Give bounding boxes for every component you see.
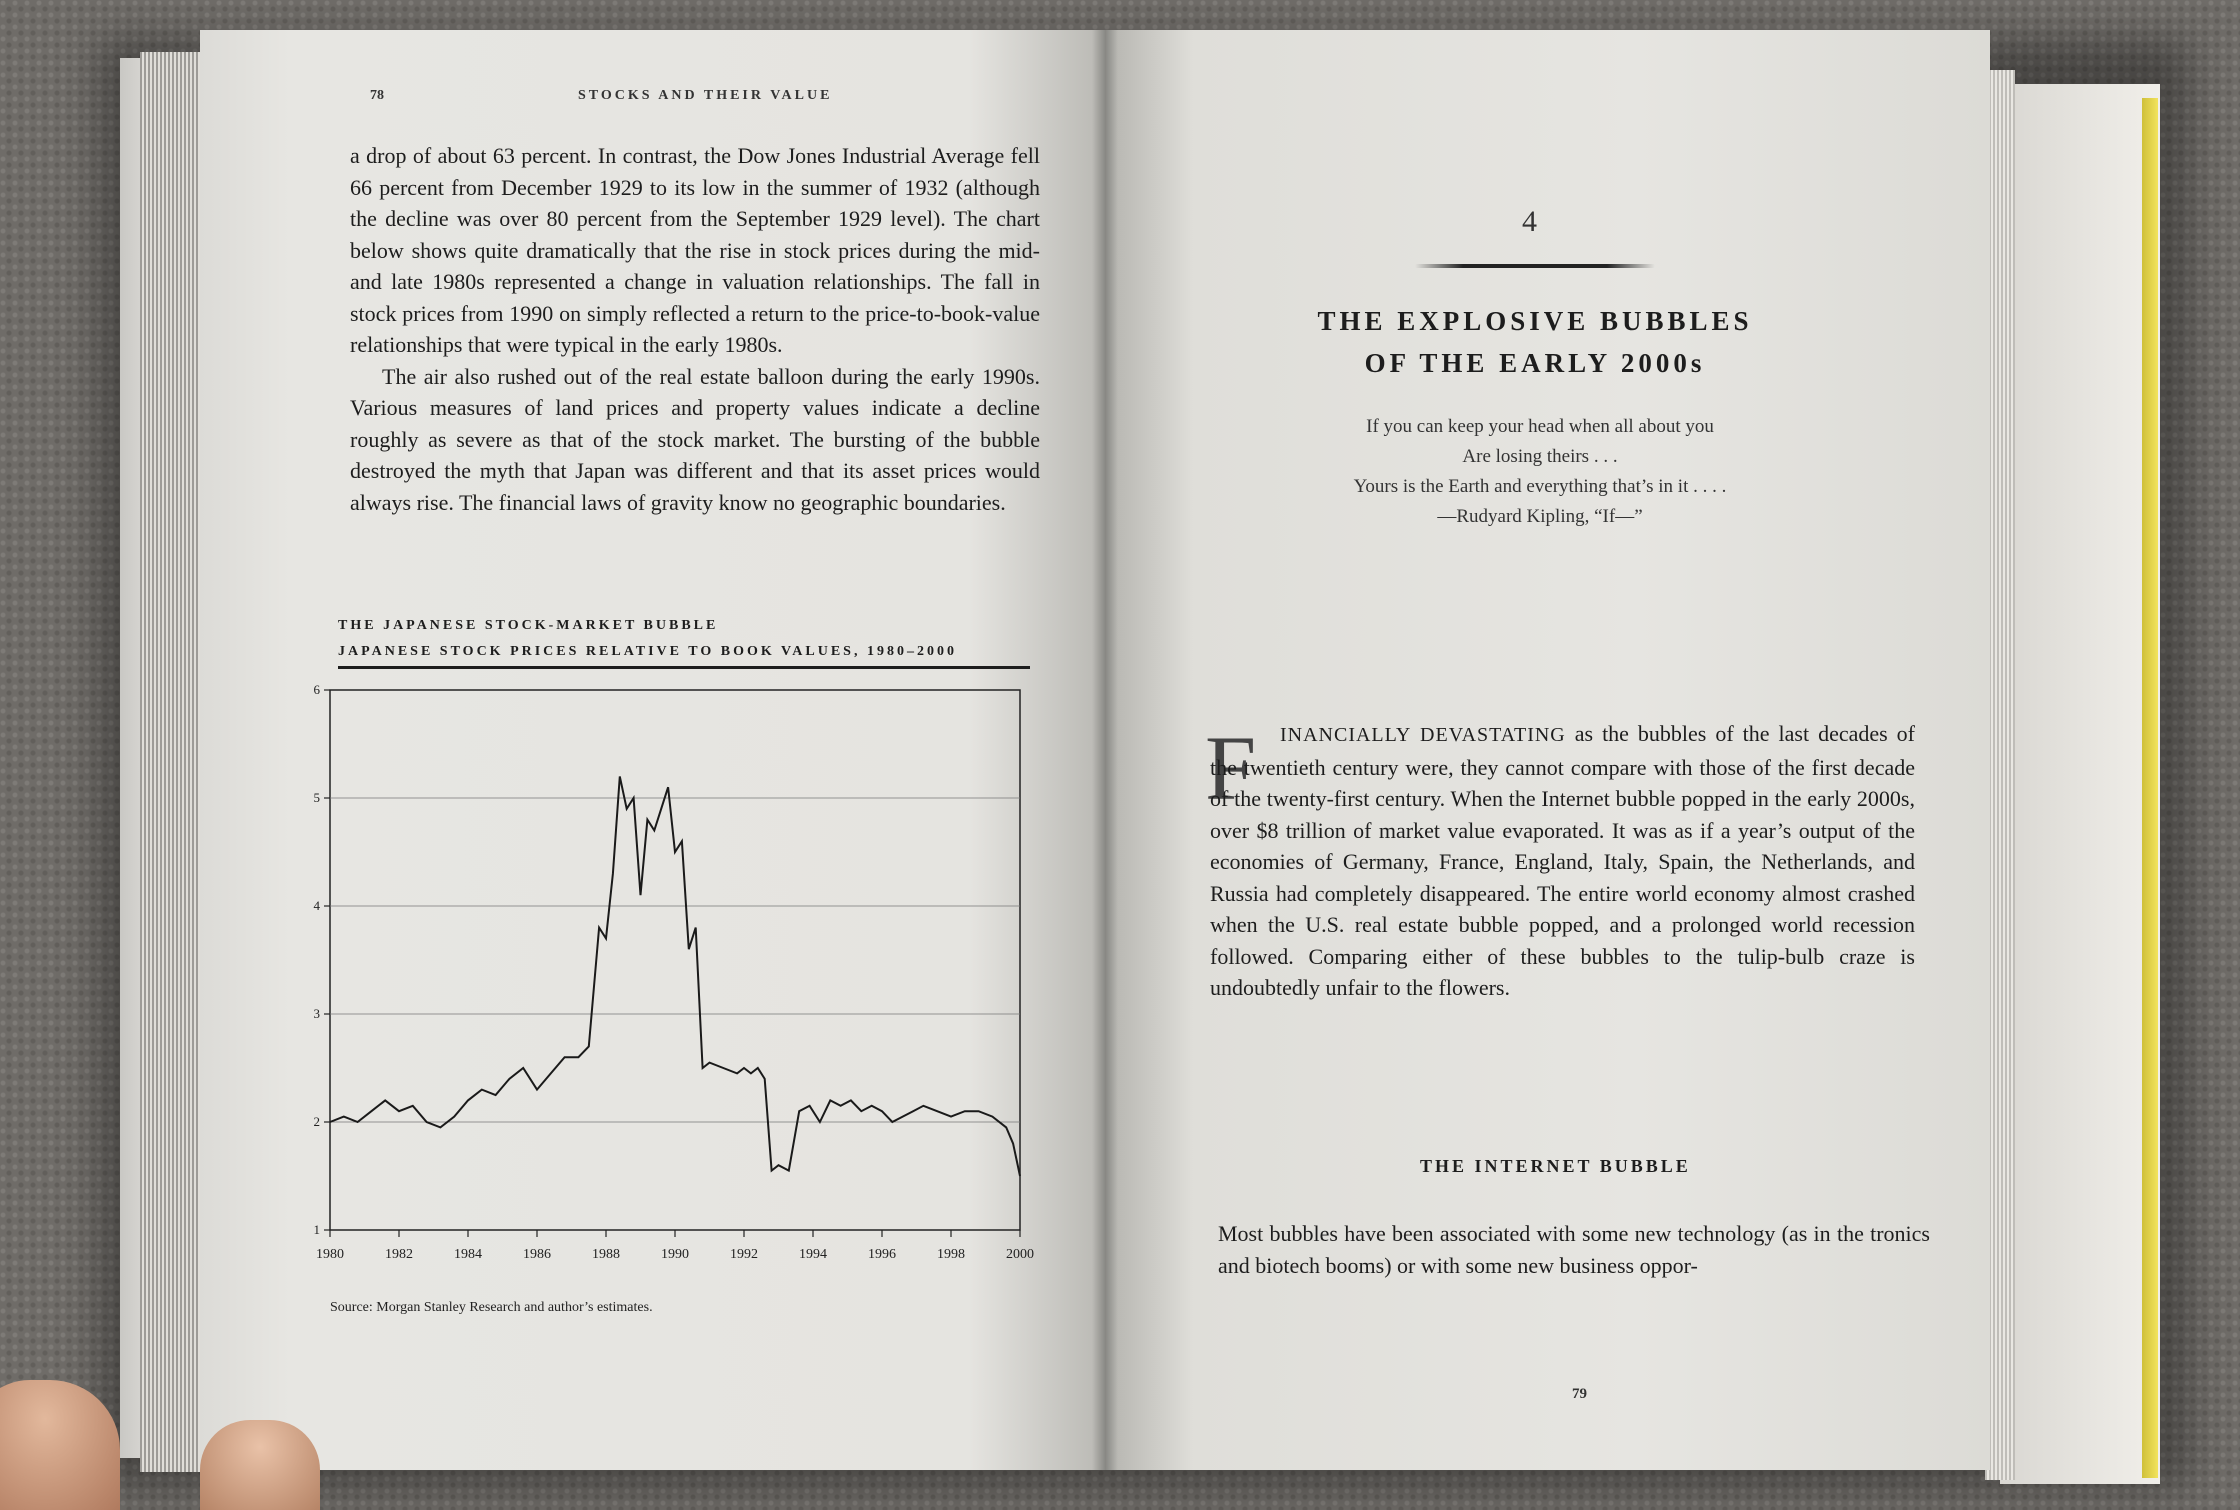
y-tick-label: 3 bbox=[314, 1006, 321, 1021]
chart-title-rule bbox=[338, 666, 1030, 669]
chapter-rule bbox=[1415, 264, 1655, 268]
paragraph: INANCIALLY DEVASTATING as the bubbles of… bbox=[1210, 718, 1915, 1004]
right-page[interactable] bbox=[1105, 30, 1990, 1470]
x-tick-label: 1984 bbox=[454, 1247, 482, 1262]
y-tick-label: 6 bbox=[314, 682, 321, 697]
left-body-text: a drop of about 63 percent. In contrast,… bbox=[350, 140, 1040, 518]
chart-source: Source: Morgan Stanley Research and auth… bbox=[330, 1300, 653, 1315]
x-tick-label: 1992 bbox=[730, 1247, 758, 1262]
y-tick-label: 5 bbox=[314, 790, 321, 805]
chapter-number: 4 bbox=[1522, 205, 1537, 238]
x-tick-label: 1980 bbox=[316, 1247, 344, 1262]
paragraph: Most bubbles have been associated with s… bbox=[1218, 1221, 1930, 1278]
paragraph: The air also rushed out of the real esta… bbox=[350, 363, 1040, 515]
back-cover-edge bbox=[2000, 84, 2160, 1484]
x-tick-label: 1998 bbox=[937, 1247, 965, 1262]
chapter-title-line1: THE EXPLOSIVE BUBBLES bbox=[1317, 306, 1753, 336]
opening-text: as the bubbles of the last decades of th… bbox=[1210, 721, 1916, 1000]
series-line bbox=[329, 776, 1021, 1177]
running-head: STOCKS AND THEIR VALUE bbox=[578, 88, 833, 103]
drop-cap: F bbox=[1205, 717, 1257, 819]
cover-yellow-edge bbox=[2142, 98, 2158, 1478]
epigraph-attribution: —Rudyard Kipling, “If—” bbox=[1437, 506, 1643, 527]
plot-frame bbox=[329, 689, 1021, 1231]
section-text: Most bubbles have been associated with s… bbox=[1218, 1218, 1930, 1281]
x-tick-label: 1982 bbox=[385, 1247, 413, 1262]
x-tick-label: 1996 bbox=[868, 1247, 896, 1262]
page-number-right: 79 bbox=[1572, 1386, 1587, 1402]
y-tick-label: 1 bbox=[314, 1222, 321, 1237]
page-number-left: 78 bbox=[370, 88, 384, 103]
thumb bbox=[200, 1420, 320, 1510]
right-body-text: INANCIALLY DEVASTATING as the bubbles of… bbox=[1210, 718, 1915, 1004]
book-gutter bbox=[1092, 30, 1118, 1470]
paragraph: a drop of about 63 percent. In contrast,… bbox=[350, 143, 1040, 357]
chart-title: THE JAPANESE STOCK-MARKET BUBBLE bbox=[338, 618, 719, 633]
epigraph-line: Are losing theirs . . . bbox=[1462, 446, 1618, 467]
epigraph-line: Yours is the Earth and everything that’s… bbox=[1353, 476, 1727, 497]
x-axis-ticks: 1980 1982 1984 1986 1988 1990 1992 1994 1996 1998… bbox=[316, 1230, 1034, 1262]
y-tick-label: 4 bbox=[314, 898, 321, 913]
y-axis-ticks: 1 2 3 4 5 6 bbox=[314, 682, 330, 1237]
epigraph-line: If you can keep your head when all about… bbox=[1366, 416, 1714, 437]
section-heading: THE INTERNET BUBBLE bbox=[1420, 1156, 1691, 1176]
gridlines bbox=[330, 797, 1020, 1123]
x-tick-label: 1994 bbox=[799, 1247, 827, 1262]
right-page-block bbox=[1985, 70, 2015, 1480]
x-tick-label: 1990 bbox=[661, 1247, 689, 1262]
chapter-title-line2: OF THE EARLY 2000s bbox=[1364, 348, 1706, 378]
x-tick-label: 2000 bbox=[1006, 1247, 1034, 1262]
x-tick-label: 1986 bbox=[523, 1247, 551, 1262]
y-tick-label: 2 bbox=[314, 1114, 321, 1129]
x-tick-label: 1988 bbox=[592, 1247, 620, 1262]
opening-smallcaps: INANCIALLY DEVASTATING bbox=[1280, 724, 1566, 746]
chart-subtitle: JAPANESE STOCK PRICES RELATIVE TO BOOK V… bbox=[338, 644, 957, 659]
